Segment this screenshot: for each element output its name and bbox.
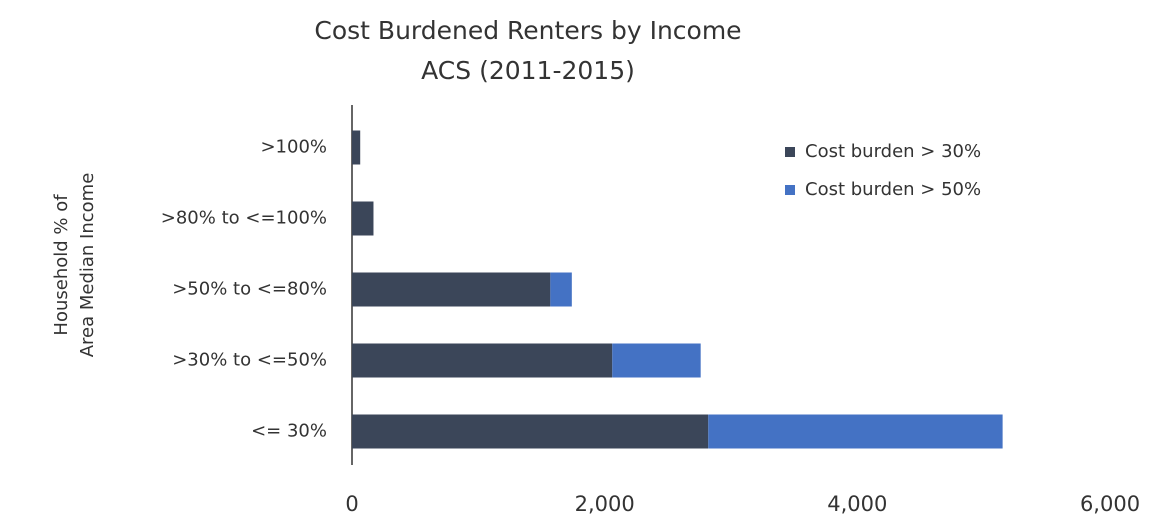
bar-segment [550,272,572,307]
x-tick-label: 6,000 [1080,492,1140,516]
y-axis-label-line: Area Median Income [77,173,98,358]
bar-segment [612,343,701,378]
legend-swatch [785,185,795,195]
y-tick-label: <= 30% [251,421,327,442]
x-tick-label: 4,000 [827,492,887,516]
chart-subtitle: ACS (2011-2015) [421,56,635,85]
legend-label: Cost burden > 30% [805,141,981,162]
legend-swatch [785,147,795,157]
y-axis-label: Household % of Area Median Income [51,173,98,358]
y-tick-label: >80% to <=100% [161,208,327,229]
bar-segment [352,201,374,236]
legend-label: Cost burden > 50% [805,179,981,200]
y-tick-label: >100% [260,137,327,158]
chart-title: Cost Burdened Renters by Income [314,16,741,45]
y-tick-label: >50% to <=80% [172,279,327,300]
bar-segment [352,414,709,449]
bar-segment [352,343,613,378]
x-tick-label: 0 [345,492,358,516]
x-tick-label: 2,000 [575,492,635,516]
bar-segment [352,272,551,307]
y-axis-label-line: Household % of [51,194,72,336]
y-tick-label: >30% to <=50% [172,350,327,371]
bar-segment [708,414,1003,449]
bar-segment [352,130,361,165]
